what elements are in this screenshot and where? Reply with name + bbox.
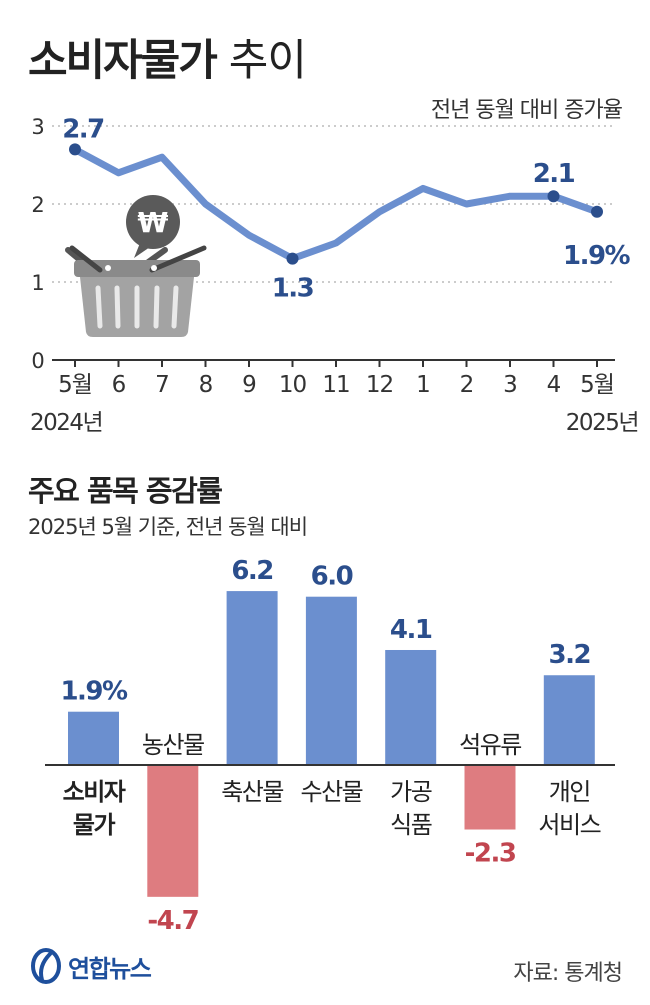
- x-tick-label: 11: [322, 372, 349, 398]
- chart-title-light: 추이: [228, 36, 307, 86]
- line-point-marker: [69, 143, 81, 156]
- x-tick-label: 9: [242, 372, 256, 398]
- bar-value-label: 6.2: [231, 556, 273, 586]
- category-label: 농산물: [142, 731, 204, 759]
- yonhap-logo-icon: [31, 948, 61, 984]
- year-label-end: 2025년: [566, 410, 638, 436]
- category-label: 서비스: [538, 811, 600, 839]
- bar: [305, 596, 357, 765]
- category-label: 식품: [390, 811, 432, 839]
- year-label-start: 2024년: [30, 410, 102, 436]
- logo-text: 연합뉴스: [68, 954, 152, 983]
- bar-chart-subtitle: 2025년 5월 기준, 전년 동월 대비: [28, 515, 308, 539]
- bar: [385, 649, 437, 765]
- category-label: 개인: [549, 778, 590, 806]
- svg-text:₩: ₩: [138, 206, 169, 239]
- y-tick-label: 3: [31, 115, 44, 139]
- x-tick-label: 8: [199, 372, 213, 398]
- bar-value-label: 6.0: [311, 562, 353, 592]
- line-data-label: 1.9%: [563, 241, 631, 271]
- x-tick-label: 4: [547, 372, 561, 398]
- x-tick-label: 1: [416, 372, 430, 398]
- x-tick-label: 2: [460, 372, 474, 398]
- bar: [464, 765, 516, 830]
- source-note: 자료: 통계청: [513, 961, 623, 986]
- line-point-marker: [591, 205, 603, 218]
- bar: [543, 675, 595, 765]
- bar-value-label: 3.2: [549, 640, 591, 670]
- x-tick-label: 3: [503, 372, 517, 398]
- bar-value-label: -2.3: [465, 839, 516, 869]
- x-tick-label: 12: [366, 372, 393, 398]
- cpi-line: [71, 145, 601, 263]
- chart-title-bold: 소비자물가: [28, 36, 218, 86]
- x-tick-label: 10: [279, 372, 307, 398]
- bar-value-label: -4.7: [147, 906, 198, 936]
- yonhap-logo: 연합뉴스: [30, 944, 152, 988]
- bar: [68, 711, 119, 765]
- x-tick-label: 5월: [58, 372, 92, 398]
- line-chart-subtitle: 전년 동월 대비 증가율: [430, 98, 623, 123]
- bar-value-label: 1.9%: [60, 677, 128, 707]
- y-tick-label: 1: [31, 271, 44, 295]
- line-data-label: 2.7: [62, 114, 104, 144]
- bar: [147, 765, 199, 897]
- shopping-basket-icon: ₩: [65, 195, 207, 337]
- category-label: 석유류: [459, 731, 521, 759]
- line-data-label: 1.3: [272, 274, 314, 304]
- chart-title: 소비자물가 추이: [28, 26, 307, 88]
- category-label: 가공: [390, 778, 432, 806]
- line-point-marker: [547, 190, 560, 203]
- category-label: 축산물: [221, 778, 283, 806]
- x-tick-label: 6: [112, 372, 126, 398]
- won-icon: ₩: [126, 195, 180, 258]
- category-label: 물가: [73, 811, 116, 839]
- bar-chart-title: 주요 품목 증감률: [28, 474, 223, 508]
- y-tick-label: 2: [31, 193, 44, 217]
- bar-value-label: 4.1: [390, 615, 432, 645]
- category-label: 수산물: [301, 778, 363, 806]
- category-label: 소비자: [63, 778, 126, 806]
- y-tick-label: 0: [31, 349, 44, 373]
- line-data-label: 2.1: [533, 159, 575, 189]
- line-point-marker: [286, 252, 299, 265]
- bar: [226, 591, 278, 765]
- x-tick-label: 7: [155, 372, 169, 398]
- x-tick-label: 5월: [580, 372, 614, 398]
